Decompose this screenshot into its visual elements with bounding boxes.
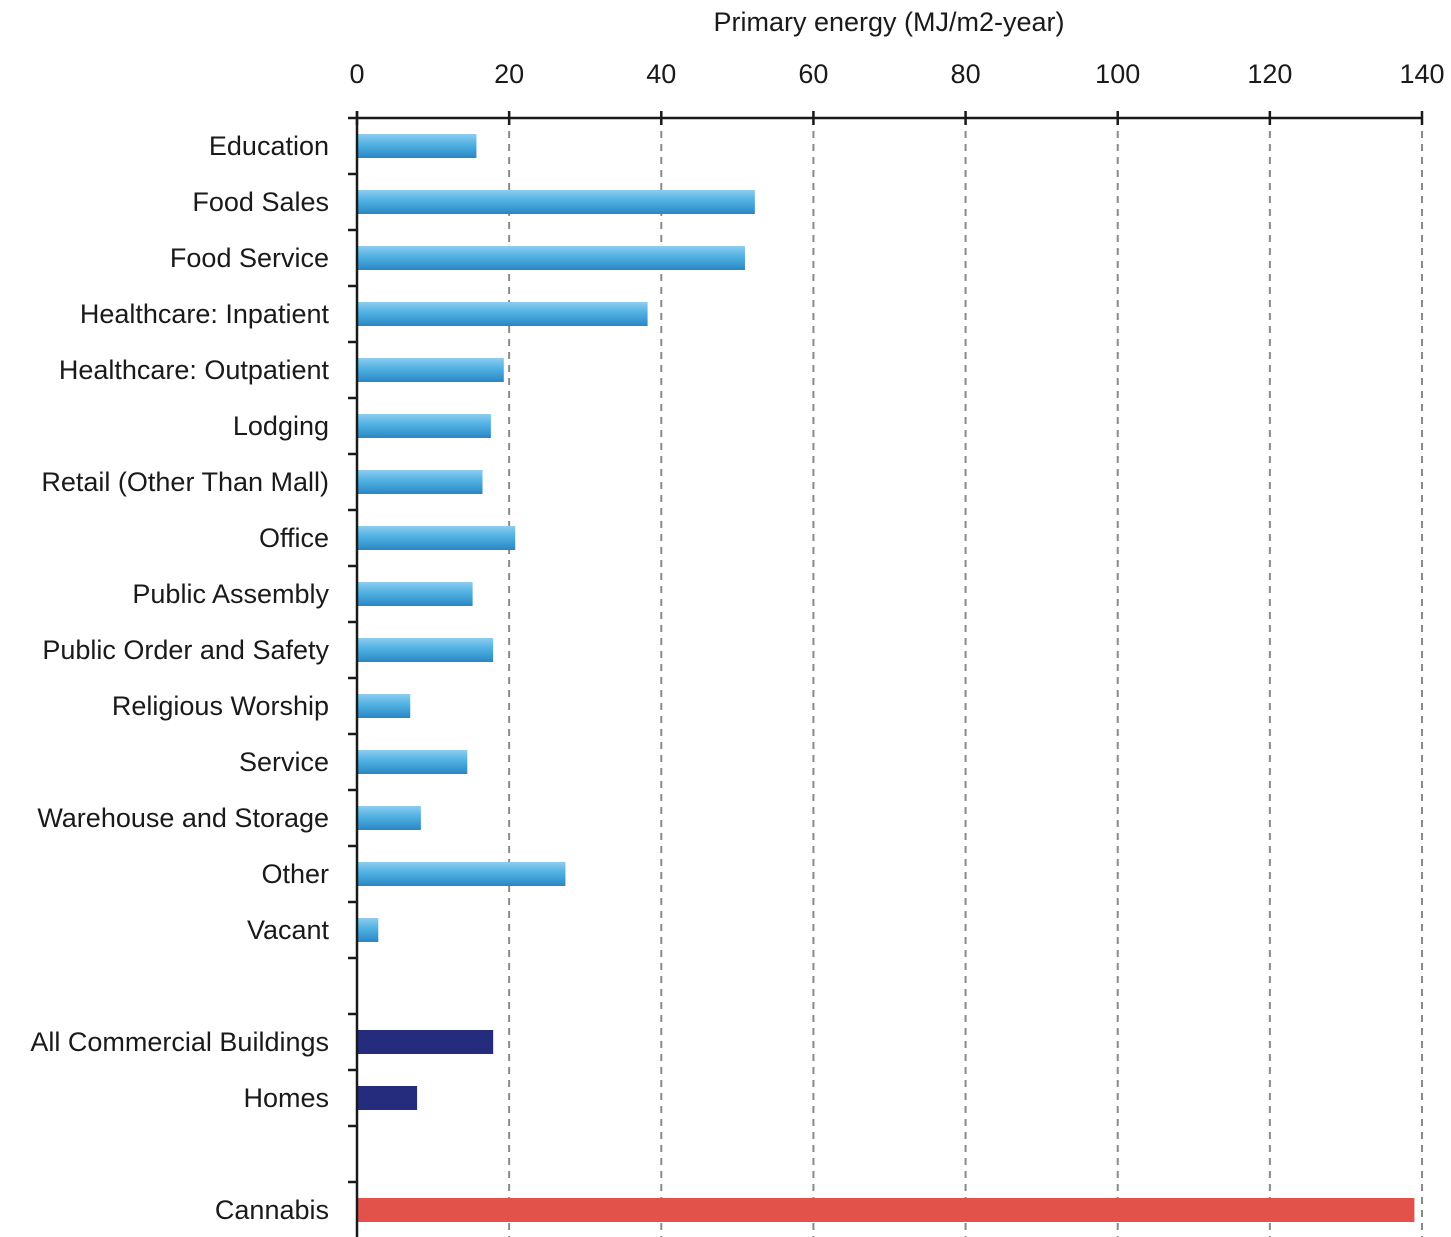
bar (358, 862, 566, 886)
category-label: Food Service (170, 243, 329, 273)
x-axis-ticks: 0 20 40 60 80 100 120 140 (349, 59, 1445, 125)
bar (358, 246, 745, 270)
axes (348, 111, 1422, 1237)
bar (358, 638, 494, 662)
category-label: Service (239, 747, 329, 777)
category-label: Homes (243, 1083, 329, 1113)
x-tick-label: 100 (1095, 59, 1140, 89)
x-tick-label: 40 (646, 59, 676, 89)
x-tick-label: 80 (951, 59, 981, 89)
category-label: Office (259, 523, 329, 553)
bar (358, 190, 755, 214)
bars (358, 134, 1415, 1222)
bar (358, 918, 379, 942)
bar (358, 302, 648, 326)
category-label: Food Sales (192, 187, 329, 217)
category-label: Cannabis (215, 1195, 329, 1225)
category-label: Vacant (247, 915, 330, 945)
bar (358, 414, 491, 438)
gridlines (508, 118, 1423, 1237)
x-tick-label: 140 (1399, 59, 1444, 89)
category-label: Education (209, 131, 329, 161)
category-labels: Education Food Sales Food Service Healthcar… (30, 131, 329, 1225)
category-label: Warehouse and Storage (37, 803, 329, 833)
category-label: Lodging (233, 411, 329, 441)
bar (358, 582, 473, 606)
bar (358, 134, 477, 158)
category-label: Religious Worship (112, 691, 329, 721)
bar (358, 1086, 418, 1110)
category-label: All Commercial Buildings (30, 1027, 329, 1057)
bar (358, 358, 504, 382)
category-label: Public Assembly (132, 579, 329, 609)
bar (358, 806, 421, 830)
x-tick-label: 60 (798, 59, 828, 89)
bar (358, 470, 483, 494)
x-tick-label: 20 (494, 59, 524, 89)
x-axis-title: Primary energy (MJ/m2-year) (713, 7, 1064, 37)
x-tick-label: 120 (1247, 59, 1292, 89)
category-label: Retail (Other Than Mall) (41, 467, 329, 497)
bar (358, 750, 468, 774)
bar (358, 694, 411, 718)
bar (358, 526, 516, 550)
x-tick-label: 0 (349, 59, 364, 89)
category-label: Other (261, 859, 329, 889)
category-label: Public Order and Safety (42, 635, 329, 665)
category-label: Healthcare: Inpatient (80, 299, 330, 329)
category-label: Healthcare: Outpatient (59, 355, 330, 385)
bar (358, 1198, 1415, 1222)
bar (358, 1030, 494, 1054)
